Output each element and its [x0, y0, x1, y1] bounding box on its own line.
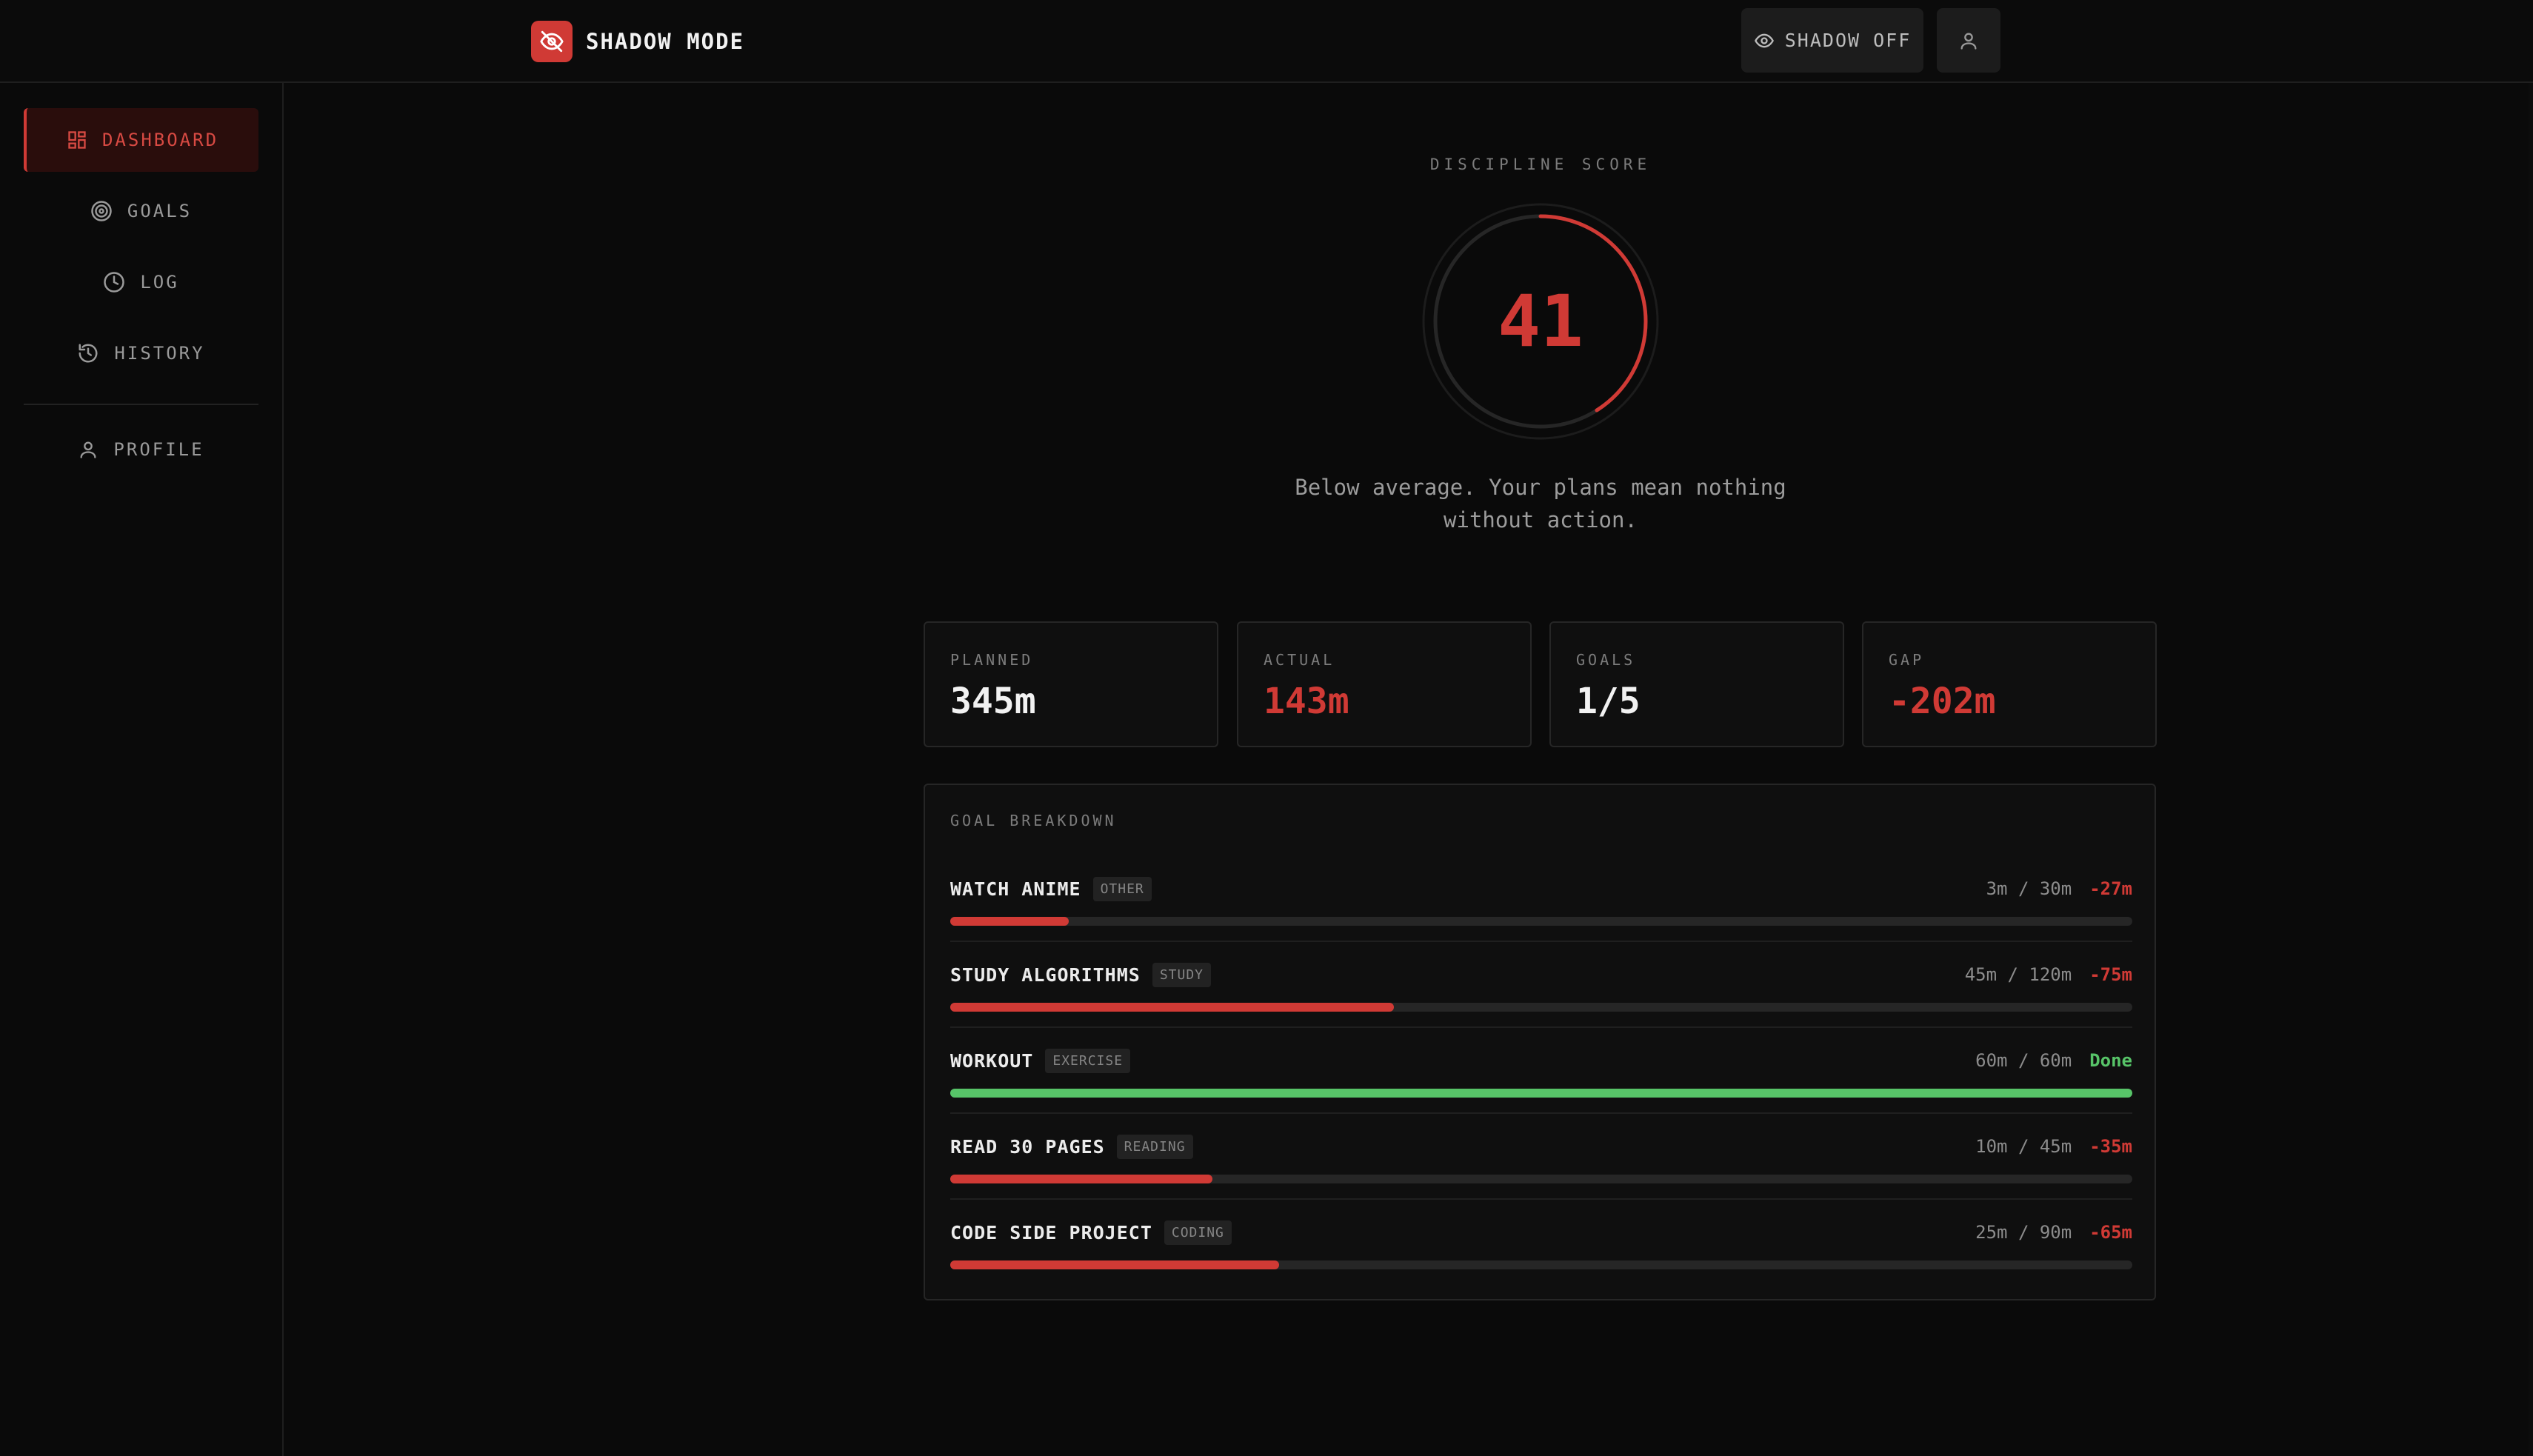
- row-divider: [950, 941, 2132, 942]
- dashboard-icon: [67, 130, 87, 150]
- goal-tag: READING: [1116, 1135, 1193, 1159]
- goal-tag: CODING: [1164, 1220, 1232, 1245]
- goal-tag: EXERCISE: [1045, 1049, 1131, 1073]
- goal-tag: STUDY: [1152, 963, 1212, 987]
- sidebar-item-goals[interactable]: GOALS: [24, 179, 258, 243]
- stat-card-planned: PLANNED 345m: [924, 621, 1218, 747]
- goal-delta: -75m: [2089, 964, 2132, 985]
- goal-name: STUDY ALGORITHMS: [950, 964, 1141, 986]
- sidebar-item-label: LOG: [140, 272, 179, 293]
- row-divider: [950, 1198, 2132, 1200]
- goal-name: WATCH ANIME: [950, 878, 1081, 900]
- stat-label: ACTUAL: [1264, 651, 1335, 669]
- goal-name: READ 30 PAGES: [950, 1136, 1105, 1158]
- user-icon: [1958, 30, 1979, 51]
- goal-progress-text: 25m / 90m: [1975, 1222, 2072, 1243]
- sidebar-item-history[interactable]: HISTORY: [24, 321, 258, 385]
- user-icon: [78, 439, 99, 460]
- goal-progress-text: 10m / 45m: [1975, 1136, 2072, 1157]
- goal-progress-fill: [950, 1175, 1213, 1183]
- scrollbar[interactable]: [2529, 83, 2533, 1456]
- goal-progress-text: 3m / 30m: [1986, 878, 2072, 899]
- shadow-toggle-button[interactable]: SHADOW OFF: [1741, 8, 1923, 73]
- target-icon: [90, 200, 113, 222]
- stat-label: GAP: [1889, 651, 1925, 669]
- goal-breakdown-panel: GOAL BREAKDOWN WATCH ANIME OTHER 3m / 30…: [924, 784, 2156, 1300]
- sidebar-item-dashboard[interactable]: DASHBOARD: [24, 108, 258, 172]
- goal-progress-bar: [950, 1175, 2132, 1183]
- goal-delta: Done: [2089, 1050, 2132, 1071]
- stat-label: PLANNED: [950, 651, 1034, 669]
- goal-progress-bar: [950, 1260, 2132, 1269]
- clock-icon: [103, 271, 125, 293]
- sidebar-item-profile[interactable]: PROFILE: [24, 418, 258, 481]
- sidebar-item-label: PROFILE: [113, 439, 204, 460]
- goal-tag: OTHER: [1092, 877, 1152, 901]
- goal-progress-fill: [950, 1003, 1394, 1012]
- goal-row[interactable]: CODE SIDE PROJECT CODING 25m / 90m -65m: [950, 1200, 2132, 1286]
- row-divider: [950, 1112, 2132, 1114]
- goal-delta: -27m: [2089, 878, 2132, 899]
- goal-progress-bar: [950, 917, 2132, 926]
- score-value: 41: [1498, 280, 1583, 363]
- stat-card-actual: ACTUAL 143m: [1237, 621, 1532, 747]
- goal-progress-fill: [950, 1089, 2132, 1098]
- goal-progress-fill: [950, 917, 1069, 926]
- sidebar: DASHBOARD GOALS LOG: [0, 83, 284, 1456]
- stat-card-goals: GOALS 1/5: [1549, 621, 1844, 747]
- goal-row[interactable]: WATCH ANIME OTHER 3m / 30m -27m: [950, 856, 2132, 942]
- goal-progress-bar: [950, 1003, 2132, 1012]
- brand-name: SHADOW MODE: [586, 29, 745, 54]
- goal-progress-text: 45m / 120m: [1964, 964, 2072, 985]
- score-message: Below average. Your plans mean nothing w…: [1295, 475, 1786, 532]
- sidebar-item-label: DASHBOARD: [101, 130, 219, 150]
- goal-breakdown-title: GOAL BREAKDOWN: [950, 812, 1117, 829]
- user-menu-button[interactable]: [1937, 8, 2000, 73]
- sidebar-divider: [24, 404, 258, 405]
- goal-name: CODE SIDE PROJECT: [950, 1222, 1152, 1243]
- goal-delta: -35m: [2089, 1136, 2132, 1157]
- row-divider: [950, 1026, 2132, 1028]
- shadow-toggle-label: SHADOW OFF: [1784, 30, 1912, 51]
- stat-label: GOALS: [1576, 651, 1636, 669]
- sidebar-item-label: GOALS: [127, 201, 193, 221]
- goal-row[interactable]: STUDY ALGORITHMS STUDY 45m / 120m -75m: [950, 942, 2132, 1028]
- sidebar-item-log[interactable]: LOG: [24, 250, 258, 314]
- goal-row[interactable]: WORKOUT EXERCISE 60m / 60m Done: [950, 1028, 2132, 1114]
- goal-progress-bar: [950, 1089, 2132, 1098]
- goal-delta: -65m: [2089, 1222, 2132, 1243]
- sidebar-item-label: HISTORY: [114, 343, 205, 364]
- stat-card-gap: GAP -202m: [1862, 621, 2157, 747]
- stat-value: 1/5: [1576, 681, 1641, 722]
- score-gauge-arc: [1433, 214, 1648, 429]
- goal-progress-fill: [950, 1260, 1279, 1269]
- stat-value: 345m: [950, 681, 1036, 722]
- score-gauge: [1422, 203, 1659, 440]
- eye-off-icon: [531, 21, 573, 62]
- stat-value: -202m: [1889, 681, 1996, 722]
- history-icon: [77, 342, 99, 364]
- goal-name: WORKOUT: [950, 1050, 1034, 1072]
- brand[interactable]: SHADOW MODE: [531, 21, 744, 62]
- top-bar: SHADOW MODE SHADOW OFF: [0, 0, 2533, 83]
- goal-progress-text: 60m / 60m: [1975, 1050, 2072, 1071]
- score-label: DISCIPLINE SCORE: [1429, 156, 1652, 173]
- goal-row[interactable]: READ 30 PAGES READING 10m / 45m -35m: [950, 1114, 2132, 1200]
- eye-icon: [1754, 30, 1775, 51]
- stat-value: 143m: [1264, 681, 1349, 722]
